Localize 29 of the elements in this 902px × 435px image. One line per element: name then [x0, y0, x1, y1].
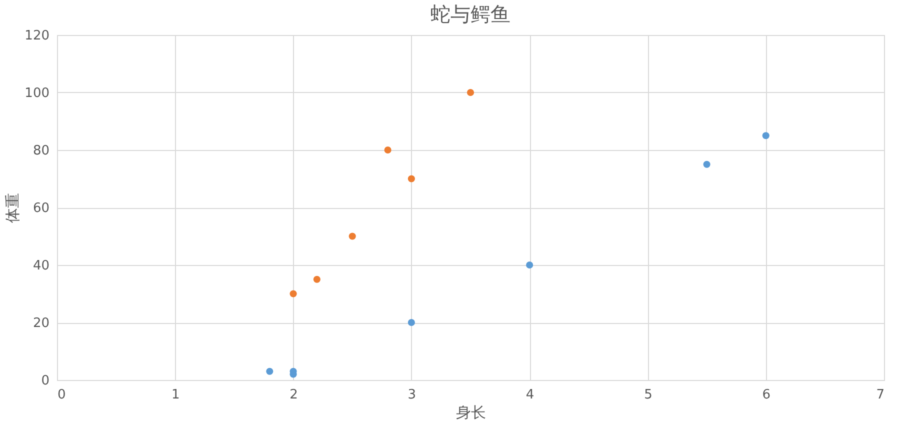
- point: [290, 290, 297, 298]
- x-tick-label: 7: [876, 388, 884, 402]
- point: [266, 368, 274, 375]
- y-tick-label: 0: [41, 374, 50, 388]
- x-tick-label: 0: [58, 388, 66, 402]
- point: [466, 88, 474, 96]
- x-tick-label: 5: [644, 388, 652, 402]
- y-tick-label: 120: [24, 28, 50, 44]
- point: [408, 318, 415, 326]
- point: [703, 160, 710, 168]
- y-tick-label: 20: [32, 316, 50, 331]
- x-tick-label: 6: [762, 388, 770, 402]
- point: [313, 276, 320, 283]
- point: [348, 232, 356, 240]
- point: [762, 132, 770, 140]
- y-tick-label: 40: [32, 258, 50, 274]
- point: [384, 146, 392, 154]
- chart-title: 蛇与鳄鱼: [430, 2, 510, 26]
- point: [526, 261, 534, 269]
- y-tick-label: 80: [32, 144, 50, 158]
- y-tick-label: 60: [32, 201, 50, 216]
- point: [408, 175, 415, 182]
- x-tick-label: 2: [290, 388, 298, 402]
- x-tick-label: 1: [172, 388, 180, 402]
- y-tick-label: 100: [24, 86, 50, 101]
- x-axis-title: 身长: [456, 404, 486, 422]
- x-tick-label: 4: [526, 388, 534, 402]
- x-tick-label: 3: [408, 388, 416, 402]
- y-axis-title: 体重: [4, 193, 22, 223]
